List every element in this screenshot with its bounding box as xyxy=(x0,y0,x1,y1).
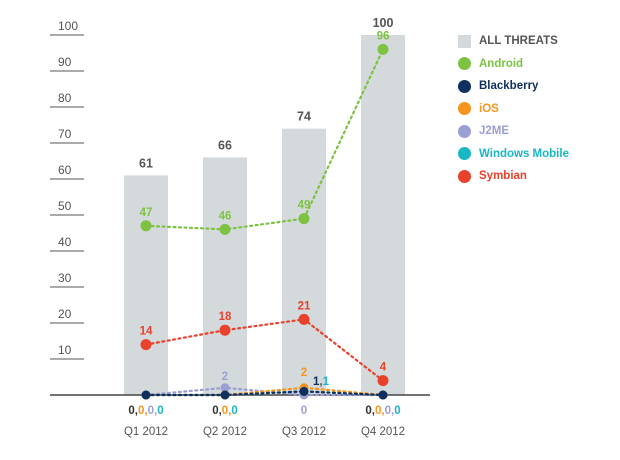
point-label-symbian: 21 xyxy=(298,300,311,312)
zero-values-label-part: 0, xyxy=(365,405,375,417)
zero-values-label-part: 0, xyxy=(385,405,395,417)
series-line-android xyxy=(144,48,385,231)
bar-total-label: 100 xyxy=(373,16,394,30)
legend-dot-swatch xyxy=(458,124,471,138)
y-tick-label: 50 xyxy=(58,199,72,213)
zero-values-label-part: 0, xyxy=(222,405,232,417)
zero-values-label: 0,0,0,0 xyxy=(128,405,163,417)
x-category-label: Q3 2012 xyxy=(282,426,326,438)
x-category-label: Q1 2012 xyxy=(124,426,168,438)
legend-dot-swatch xyxy=(458,102,471,115)
legend-item: ALL THREATS xyxy=(458,30,618,52)
zero-values-label: 0,0,0 xyxy=(212,405,238,417)
zero-values-label-part: 0, xyxy=(148,405,158,417)
legend-label: iOS xyxy=(479,102,499,115)
zero-values-label-part: 0 xyxy=(301,405,307,417)
small-value-label: 2 xyxy=(222,371,228,383)
legend-label: Symbian xyxy=(479,170,527,182)
point-label-android: 46 xyxy=(219,210,232,222)
small-value-label-part: 1 xyxy=(313,376,320,388)
legend-item: Symbian xyxy=(458,165,618,187)
point-j2me xyxy=(220,383,230,393)
y-tick-label: 70 xyxy=(58,127,72,141)
bar-q2-2012 xyxy=(203,157,247,395)
y-tick-label: 40 xyxy=(58,235,72,249)
zero-values-label: 0,0,0,0 xyxy=(365,405,400,417)
bar-q3-2012 xyxy=(282,128,326,395)
point-android xyxy=(219,223,231,235)
small-value-label: 1,1 xyxy=(313,376,330,388)
legend-item: iOS xyxy=(458,98,618,120)
point-symbian xyxy=(219,324,231,336)
zero-values-label-part: 0, xyxy=(375,405,385,417)
y-tick-label: 30 xyxy=(58,271,72,285)
bar-total-label: 66 xyxy=(218,138,232,152)
chart-legend: ALL THREATS Android Blackberry iOS J2ME Windo… xyxy=(458,30,618,188)
point-label-android: 96 xyxy=(377,30,390,42)
legend-item: J2ME xyxy=(458,120,618,142)
small-value-label: 2 xyxy=(301,367,307,379)
y-tick-label: 60 xyxy=(58,163,72,177)
x-category-label: Q4 2012 xyxy=(361,426,405,438)
point-blackberry xyxy=(299,386,309,396)
point-symbian xyxy=(140,339,152,351)
bar-q1-2012 xyxy=(124,175,168,395)
y-tick-label: 100 xyxy=(58,19,78,33)
point-android xyxy=(140,220,152,232)
series-line-symbian xyxy=(144,318,385,382)
point-label-symbian: 18 xyxy=(219,311,232,323)
zero-values-label-part: 0 xyxy=(157,405,163,417)
bar-q4-2012 xyxy=(361,35,405,395)
point-label-android: 49 xyxy=(298,200,311,212)
legend-dot-swatch xyxy=(458,147,471,160)
point-android xyxy=(377,43,389,55)
legend-label: Windows Mobile xyxy=(479,147,569,160)
small-value-label-part: 2 xyxy=(222,371,228,383)
bar-total-label: 61 xyxy=(139,156,153,170)
point-symbian xyxy=(377,375,389,387)
zero-values-label-part: 0, xyxy=(128,405,138,417)
point-blackberry xyxy=(220,390,230,400)
legend-bar-swatch xyxy=(458,34,471,48)
y-tick-label: 20 xyxy=(58,307,72,321)
legend-label: Android xyxy=(479,57,524,70)
zero-values-label-part: 0 xyxy=(394,405,400,417)
zero-values-label-part: 0, xyxy=(138,405,148,417)
legend-label: ALL THREATS xyxy=(479,35,558,47)
x-category-label: Q2 2012 xyxy=(203,426,247,438)
legend-label: Blackberry xyxy=(479,80,539,92)
legend-dot-swatch xyxy=(458,57,471,70)
point-label-symbian: 14 xyxy=(140,326,153,338)
legend-item: Android xyxy=(458,53,618,75)
legend-dot-swatch xyxy=(458,79,471,93)
point-android xyxy=(298,213,310,225)
point-blackberry xyxy=(141,390,151,400)
point-label-android: 47 xyxy=(140,207,153,219)
point-symbian xyxy=(298,313,310,325)
legend-item: Blackberry xyxy=(458,75,618,97)
legend-item: Windows Mobile xyxy=(458,143,618,165)
y-tick-label: 10 xyxy=(58,343,72,357)
zero-values-label-part: 0 xyxy=(231,405,237,417)
point-blackberry xyxy=(378,390,388,400)
bar-total-label: 74 xyxy=(297,110,311,124)
small-value-label-part: , xyxy=(319,376,322,388)
small-value-label-part: 2 xyxy=(301,367,307,379)
point-label-symbian: 4 xyxy=(380,362,387,374)
zero-values-label-part: 0, xyxy=(212,405,222,417)
small-value-label-part: 1 xyxy=(323,376,330,388)
zero-values-label: 0 xyxy=(301,405,307,417)
series-line-j2me xyxy=(144,386,385,397)
legend-dot-swatch xyxy=(458,169,471,183)
legend-label: J2ME xyxy=(479,125,510,137)
y-tick-label: 90 xyxy=(58,55,72,69)
series-line-blackberry xyxy=(144,390,385,397)
y-tick-label: 80 xyxy=(58,91,72,105)
